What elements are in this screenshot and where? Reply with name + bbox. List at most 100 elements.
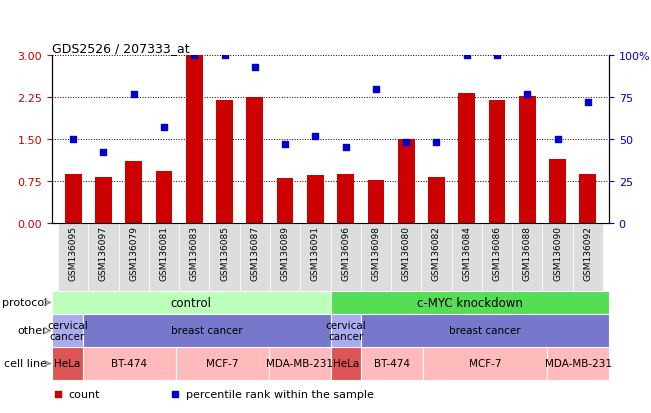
Text: cervical
cancer: cervical cancer	[326, 320, 367, 342]
Bar	[452, 223, 482, 291]
Text: breast cancer: breast cancer	[171, 326, 243, 336]
Bar	[156, 172, 173, 223]
Bar	[547, 347, 609, 380]
Point	[431, 140, 441, 146]
Bar	[421, 223, 452, 291]
Text: c-MYC knockdown: c-MYC knockdown	[417, 296, 523, 309]
Text: other: other	[18, 326, 48, 336]
Text: GSM136084: GSM136084	[462, 225, 471, 280]
Bar	[573, 223, 603, 291]
Point	[552, 136, 562, 143]
Bar	[65, 174, 81, 223]
Bar	[489, 100, 505, 223]
Point	[492, 52, 502, 59]
Text: GSM136088: GSM136088	[523, 225, 532, 280]
Bar	[118, 223, 149, 291]
Text: GSM136092: GSM136092	[583, 225, 592, 280]
Text: MCF-7: MCF-7	[206, 358, 238, 369]
Bar	[240, 223, 270, 291]
Text: MDA-MB-231: MDA-MB-231	[266, 358, 333, 369]
Text: BT-474: BT-474	[111, 358, 147, 369]
Text: GSM136086: GSM136086	[493, 225, 501, 280]
Text: GSM136083: GSM136083	[190, 225, 199, 280]
Bar	[331, 314, 361, 347]
Text: GSM136098: GSM136098	[372, 225, 380, 280]
Text: breast cancer: breast cancer	[449, 326, 521, 336]
Text: cell line: cell line	[5, 358, 48, 369]
Bar	[423, 347, 547, 380]
Bar	[247, 98, 263, 223]
Bar	[331, 291, 609, 314]
Point	[128, 91, 139, 98]
Bar	[270, 223, 300, 291]
Bar	[391, 223, 421, 291]
Text: count: count	[69, 389, 100, 399]
Point	[370, 86, 381, 93]
Text: GSM136097: GSM136097	[99, 225, 108, 280]
Text: HeLa: HeLa	[54, 358, 81, 369]
Bar	[52, 291, 331, 314]
Bar	[361, 314, 609, 347]
Bar	[210, 223, 240, 291]
Bar	[549, 159, 566, 223]
Bar	[95, 178, 112, 223]
Bar	[361, 347, 423, 380]
Bar	[83, 314, 331, 347]
Point	[583, 100, 593, 106]
Bar	[398, 140, 415, 223]
Text: GSM136082: GSM136082	[432, 225, 441, 280]
Point	[52, 391, 62, 397]
Point	[462, 52, 472, 59]
Bar	[52, 347, 83, 380]
Bar	[52, 314, 83, 347]
Bar	[126, 162, 142, 223]
Point	[280, 141, 290, 148]
Point	[169, 391, 180, 397]
Text: GDS2526 / 207333_at: GDS2526 / 207333_at	[52, 42, 189, 55]
Text: GSM136079: GSM136079	[130, 225, 138, 280]
Bar	[331, 347, 361, 380]
Text: MDA-MB-231: MDA-MB-231	[544, 358, 611, 369]
Text: BT-474: BT-474	[374, 358, 410, 369]
Bar	[331, 223, 361, 291]
Text: GSM136081: GSM136081	[159, 225, 169, 280]
Point	[98, 150, 109, 157]
Text: protocol: protocol	[2, 298, 48, 308]
Bar	[428, 178, 445, 223]
Point	[189, 52, 199, 59]
Text: cervical
cancer: cervical cancer	[47, 320, 88, 342]
Point	[159, 125, 169, 131]
Bar	[458, 93, 475, 223]
Bar	[89, 223, 118, 291]
Text: GSM136080: GSM136080	[402, 225, 411, 280]
Bar	[512, 223, 542, 291]
Text: GSM136091: GSM136091	[311, 225, 320, 280]
Bar	[361, 223, 391, 291]
Bar	[176, 347, 269, 380]
Point	[310, 133, 320, 140]
Bar	[83, 347, 176, 380]
Bar	[368, 181, 384, 223]
Bar	[186, 56, 202, 223]
Bar	[58, 223, 89, 291]
Bar	[269, 347, 331, 380]
Point	[249, 64, 260, 71]
Bar	[216, 100, 233, 223]
Bar	[277, 179, 294, 223]
Bar	[519, 97, 536, 223]
Text: GSM136087: GSM136087	[251, 225, 259, 280]
Text: HeLa: HeLa	[333, 358, 359, 369]
Point	[219, 52, 230, 59]
Bar	[149, 223, 179, 291]
Text: percentile rank within the sample: percentile rank within the sample	[186, 389, 374, 399]
Bar	[482, 223, 512, 291]
Text: GSM136096: GSM136096	[341, 225, 350, 280]
Text: GSM136090: GSM136090	[553, 225, 562, 280]
Bar	[307, 176, 324, 223]
Text: GSM136085: GSM136085	[220, 225, 229, 280]
Text: GSM136095: GSM136095	[69, 225, 77, 280]
Text: control: control	[171, 296, 212, 309]
Point	[522, 91, 533, 98]
Bar	[300, 223, 331, 291]
Bar	[579, 174, 596, 223]
